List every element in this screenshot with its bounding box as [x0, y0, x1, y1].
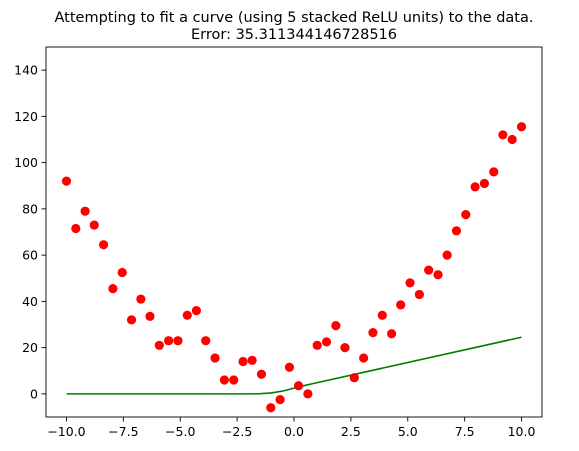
chart-title-line-2: Error: 35.311344146728516	[191, 27, 397, 43]
data-point	[321, 337, 332, 347]
data-point	[182, 310, 192, 320]
y-tick-label: 140	[14, 63, 38, 78]
data-point	[80, 206, 90, 216]
x-tick-label: 0.0	[284, 424, 304, 439]
data-point	[451, 226, 462, 236]
data-point	[507, 134, 517, 145]
chart-title-line-1: Attempting to fit a curve (using 5 stack…	[55, 10, 534, 26]
data-point	[71, 223, 81, 234]
data-point	[98, 240, 109, 250]
data-point	[312, 340, 322, 350]
data-point	[284, 362, 295, 372]
data-point	[340, 343, 350, 353]
plot-points	[61, 122, 527, 413]
data-point	[210, 353, 220, 363]
chart-title: Attempting to fit a curve (using 5 stack…	[55, 10, 534, 43]
data-point	[303, 389, 313, 399]
data-point	[479, 178, 490, 189]
data-point	[61, 176, 72, 186]
data-point	[414, 289, 424, 300]
x-tick-label: 7.5	[455, 424, 475, 439]
data-point	[154, 340, 164, 350]
data-point	[136, 294, 146, 304]
data-point	[219, 375, 229, 385]
data-point	[498, 130, 508, 140]
data-point	[405, 278, 415, 288]
data-point	[89, 220, 99, 230]
x-tick-label: −5.0	[165, 424, 195, 439]
data-point	[164, 336, 174, 346]
y-tick-label: 0	[30, 386, 38, 401]
data-point	[516, 122, 527, 132]
x-tick-label: 2.5	[341, 424, 361, 439]
y-tick-label: 20	[22, 340, 38, 355]
data-point	[368, 327, 378, 338]
data-point	[377, 310, 387, 320]
data-point	[191, 306, 201, 316]
y-tick-label: 80	[22, 201, 38, 216]
x-tick-label: −10.0	[47, 424, 85, 439]
x-tick-label: 5.0	[398, 424, 418, 439]
data-point	[117, 267, 127, 278]
data-point	[229, 375, 239, 385]
data-point	[387, 329, 397, 339]
data-point	[238, 356, 248, 367]
data-point	[108, 284, 118, 294]
data-point	[349, 373, 359, 383]
plot-lines	[66, 336, 522, 395]
x-tick-label: −2.5	[222, 424, 252, 439]
data-point	[424, 265, 434, 275]
data-point	[201, 336, 211, 346]
y-tick-label: 100	[14, 155, 38, 170]
data-point	[489, 167, 499, 177]
data-point	[442, 250, 452, 260]
x-tick-label: 10.0	[508, 424, 536, 439]
x-tick-label: −7.5	[108, 424, 138, 439]
data-point	[126, 315, 137, 325]
data-point	[331, 321, 341, 331]
data-point	[396, 300, 406, 310]
y-tick-label: 60	[22, 248, 38, 263]
data-point	[359, 353, 369, 363]
y-tick-label: 120	[14, 109, 38, 124]
data-point	[461, 210, 471, 220]
data-point	[145, 311, 155, 322]
data-point	[173, 336, 183, 346]
data-point	[266, 403, 276, 413]
y-tick-label: 40	[22, 294, 38, 309]
data-point	[293, 381, 304, 391]
data-point	[256, 369, 267, 379]
fit-curve-line	[66, 336, 522, 395]
data-point	[275, 395, 285, 405]
axes-frame	[45, 46, 543, 418]
data-point	[433, 270, 443, 280]
data-point	[247, 355, 257, 365]
axes: −10.0 −7.5 −5.0 −2.5 0.0 2.5 5.0 7.5 10.0 0 20 40 60…	[14, 46, 543, 439]
data-point	[470, 182, 480, 192]
